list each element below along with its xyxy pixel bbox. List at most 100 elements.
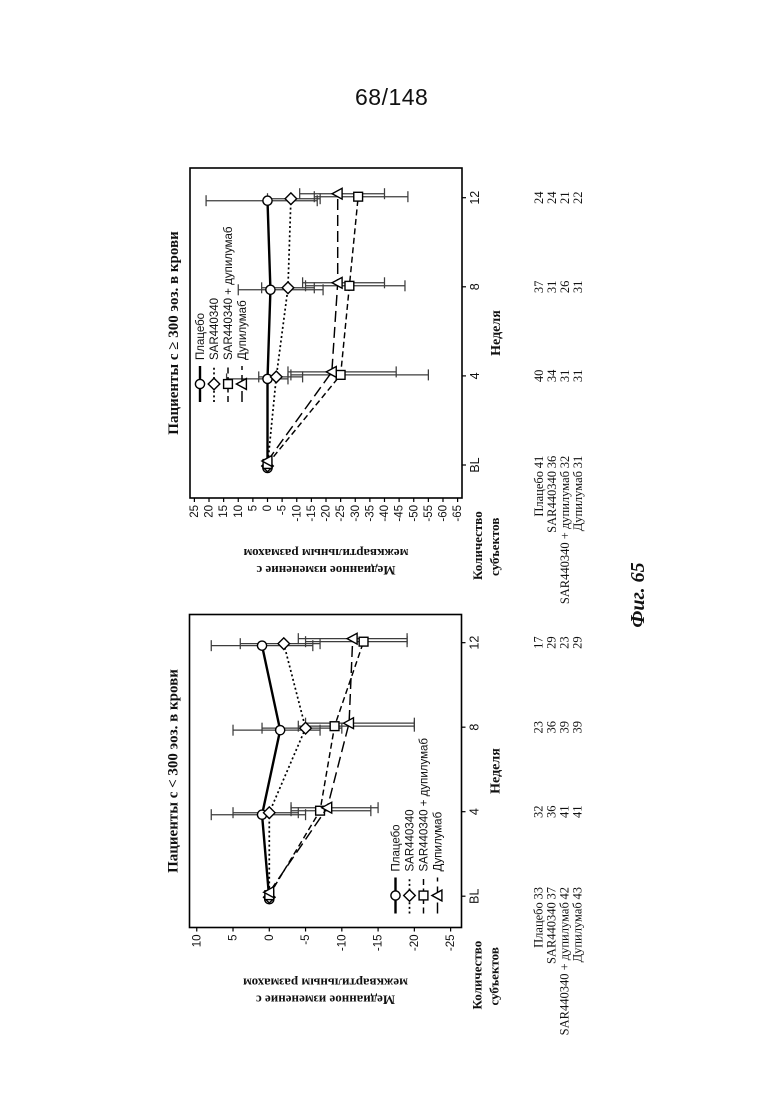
y-tick-label: -25 <box>335 505 347 522</box>
subjects-count: 36 <box>545 721 559 734</box>
legend-label: SAR440340 <box>209 298 221 360</box>
square-marker <box>418 890 429 901</box>
subjects-count: 43 <box>571 887 585 900</box>
y-tick-label: -50 <box>408 505 420 522</box>
x-axis-label: Неделя <box>489 748 504 794</box>
subjects-count: 31 <box>571 281 585 294</box>
subjects-count: 39 <box>571 721 585 734</box>
label: Медианное изменение с <box>256 563 395 578</box>
y-tick-label: -55 <box>423 505 435 522</box>
error-bars <box>210 633 415 821</box>
y-tick-label: -10 <box>291 505 303 522</box>
label: Медианное изменение с <box>256 993 395 1008</box>
subjects-count: 40 <box>532 370 546 383</box>
subjects-count: 21 <box>558 191 572 204</box>
y-tick-label: -45 <box>394 505 406 522</box>
diamond-marker <box>262 805 277 820</box>
triangle-marker <box>330 187 343 201</box>
subjects-count: 23 <box>532 721 546 734</box>
y-tick-label: -20 <box>321 505 333 522</box>
series-0 <box>256 640 286 905</box>
subjects-row-label: Дупилумаб <box>571 471 585 531</box>
subjects-count: 31 <box>571 456 585 469</box>
y-tick-label: -60 <box>438 505 450 522</box>
series-line <box>266 198 292 467</box>
triangle-marker <box>430 888 443 903</box>
subjects-count: 39 <box>558 721 572 734</box>
triangle-marker <box>345 632 358 646</box>
square-marker <box>222 378 234 390</box>
subjects-count: 41 <box>532 456 546 469</box>
subjects-header: субъектов <box>487 947 502 1005</box>
circle-marker <box>265 284 276 296</box>
triangle-marker <box>330 276 343 290</box>
subjects-row-label: SAR440340 + дупилумаб <box>558 902 572 1035</box>
label: межквартильным размахом <box>243 976 408 991</box>
triangle-marker <box>234 377 248 391</box>
x-tick-label: 12 <box>468 191 482 205</box>
subjects-count: 32 <box>558 456 572 469</box>
diamond-marker <box>207 377 221 391</box>
subjects-count: 41 <box>558 805 572 818</box>
x-tick-label: BL <box>468 457 482 472</box>
circle-marker <box>256 640 268 651</box>
subjects-count: 36 <box>545 805 559 818</box>
diamond-marker <box>269 370 284 384</box>
triangle-marker <box>341 716 355 730</box>
y-tick-label: 20 <box>204 505 216 518</box>
square-marker <box>353 191 364 202</box>
series-line <box>268 638 354 893</box>
subjects-count: 24 <box>545 191 559 204</box>
square-marker <box>344 280 355 291</box>
subjects-row-label: Плацебо <box>532 902 546 948</box>
diamond-marker <box>281 281 295 295</box>
legend-label: Дупилумаб <box>237 300 249 360</box>
subjects-count: 42 <box>558 887 572 900</box>
series-line <box>266 200 272 468</box>
y-tick-label: -25 <box>445 935 457 952</box>
subjects-count: 31 <box>558 370 572 383</box>
subjects-count: 26 <box>558 281 572 294</box>
series-3 <box>260 187 343 468</box>
y-tick-label: -5 <box>300 935 312 945</box>
diamond-marker <box>277 636 291 651</box>
chart-title: Пациенты с < 300 эоз. в крови <box>166 669 182 873</box>
y-tick-label: 25 <box>189 505 201 518</box>
square-marker <box>358 636 369 647</box>
diamond-marker <box>402 888 417 903</box>
subjects-count: 31 <box>545 281 559 294</box>
subjects-count: 29 <box>545 636 559 649</box>
triangle-marker <box>262 885 275 899</box>
legend-label: Плацебо <box>391 824 403 871</box>
x-axis: BL 4 8 12 Неделя <box>461 636 504 904</box>
subjects-count: 37 <box>532 281 546 294</box>
y-axis-label: Медианное изменение с межквартильным разм… <box>243 976 408 1008</box>
y-tick-label: -20 <box>409 935 421 952</box>
y-tick-label: -65 <box>452 505 464 522</box>
subjects-header: Количество <box>470 941 485 1010</box>
legend: Плацебо SAR440340 SAR440340 + дупилумаб Дуп… <box>390 738 445 914</box>
legend-label: Дупилумаб <box>433 811 445 871</box>
subjects-count: 29 <box>571 636 585 649</box>
series-line <box>268 641 365 896</box>
y-tick-label: 10 <box>191 935 203 948</box>
x-tick-label: 12 <box>468 636 482 650</box>
y-tick-label: 15 <box>218 505 230 518</box>
y-tick-label: 0 <box>262 505 274 511</box>
y-tick-label: -5 <box>277 505 289 515</box>
series-2 <box>262 191 364 470</box>
subjects-count: 22 <box>571 191 585 204</box>
subjects-row-label: Дупилумаб <box>571 902 585 962</box>
error-bars <box>205 188 429 385</box>
x-axis: BL 4 8 12 Неделя <box>462 191 504 473</box>
diamond-marker <box>298 721 313 735</box>
diamond-marker <box>284 191 298 206</box>
subjects-table: Количество субъектов Плацебо 33 32 23 17 SAR440… <box>470 636 585 1035</box>
series-line <box>268 643 307 898</box>
subjects-count: 23 <box>558 636 572 649</box>
subjects-count: 24 <box>532 191 546 204</box>
subjects-header: субъектов <box>487 518 502 576</box>
y-axis-label: Медианное изменение с межквартильным разм… <box>243 546 408 578</box>
series-2 <box>264 636 369 901</box>
